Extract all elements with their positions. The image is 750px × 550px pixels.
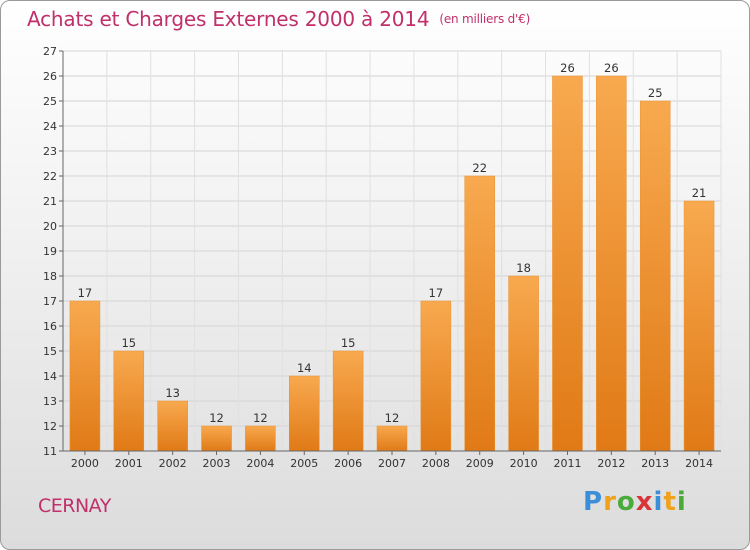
bar — [420, 300, 452, 452]
logo-letter: i — [676, 487, 687, 517]
logo-letter: r — [603, 487, 617, 517]
axes: 11 12 13 14 15 16 17 18 19 20 21 22 23 24 25 26 27 2000 20… — [43, 45, 721, 470]
x-tick-label: 2007 — [378, 457, 406, 470]
bar — [113, 350, 145, 452]
city-name: CERNAY — [38, 495, 111, 517]
logo-letter: o — [616, 487, 636, 517]
data-labels: 17 15 13 12 12 14 15 12 17 22 18 26 26 25 21 — [78, 61, 707, 425]
data-label: 12 — [253, 411, 268, 425]
bar — [683, 200, 715, 452]
y-tick-label: 16 — [43, 320, 57, 333]
bar — [289, 375, 320, 452]
chart-title: Achats et Charges Externes 2000 à 2014 (e… — [27, 7, 530, 31]
x-tick-label: 2009 — [466, 457, 494, 470]
x-tick-label: 2014 — [685, 457, 713, 470]
data-label: 21 — [692, 186, 707, 200]
data-label: 25 — [648, 86, 663, 100]
data-label: 17 — [78, 286, 93, 300]
data-label: 15 — [341, 336, 356, 350]
bar — [201, 425, 232, 452]
data-label: 13 — [165, 386, 180, 400]
data-label: 17 — [429, 286, 444, 300]
x-tick-label: 2000 — [71, 457, 99, 470]
y-tick-label: 22 — [43, 170, 57, 183]
data-label: 18 — [516, 261, 531, 275]
y-tick-label: 20 — [43, 220, 57, 233]
bar — [376, 425, 408, 452]
x-tick-label: 2006 — [334, 457, 362, 470]
y-tick-label: 12 — [43, 420, 57, 433]
y-tick-label: 18 — [43, 270, 57, 283]
y-tick-label: 17 — [43, 295, 57, 308]
y-tick-label: 21 — [43, 195, 57, 208]
data-label: 14 — [297, 361, 312, 375]
bar — [332, 350, 364, 452]
bar — [245, 425, 276, 452]
x-tick-label: 2005 — [290, 457, 318, 470]
y-tick-label: 15 — [43, 345, 57, 358]
logo-letter: P — [583, 487, 604, 517]
logo-letter: i — [653, 487, 664, 517]
logo-letter: x — [635, 487, 654, 517]
y-tick-label: 26 — [43, 70, 57, 83]
y-tick-label: 14 — [43, 370, 57, 383]
y-tick-label: 19 — [43, 245, 57, 258]
data-label: 15 — [121, 336, 136, 350]
x-tick-label: 2002 — [159, 457, 187, 470]
data-label: 12 — [385, 411, 400, 425]
data-label: 26 — [604, 61, 619, 75]
y-tick-label: 11 — [43, 445, 57, 458]
bar — [508, 275, 539, 452]
x-tick-label: 2012 — [597, 457, 625, 470]
y-tick-label: 24 — [43, 120, 57, 133]
x-tick-label: 2001 — [115, 457, 143, 470]
logo-letter: t — [663, 487, 677, 517]
x-tick-label: 2013 — [641, 457, 669, 470]
y-tick-label: 25 — [43, 95, 57, 108]
bar — [69, 300, 101, 452]
y-tick-label: 23 — [43, 145, 57, 158]
chart-title-text: Achats et Charges Externes 2000 à 2014 — [27, 7, 430, 31]
x-tick-label: 2010 — [510, 457, 538, 470]
data-label: 12 — [209, 411, 224, 425]
y-tick-label: 27 — [43, 45, 57, 58]
x-tick-label: 2011 — [553, 457, 581, 470]
y-tick-label: 13 — [43, 395, 57, 408]
x-tick-label: 2004 — [246, 457, 274, 470]
bar — [596, 75, 627, 452]
bar — [464, 175, 495, 452]
bar — [639, 100, 671, 452]
data-label: 26 — [560, 61, 575, 75]
x-tick-label: 2003 — [203, 457, 231, 470]
bar — [552, 75, 583, 452]
bar — [157, 400, 188, 452]
chart-subtitle: (en milliers d'€) — [439, 12, 531, 26]
proxiti-logo: Proxiti — [583, 487, 687, 517]
x-tick-label: 2008 — [422, 457, 450, 470]
bars — [69, 75, 715, 452]
data-label: 22 — [472, 161, 487, 175]
